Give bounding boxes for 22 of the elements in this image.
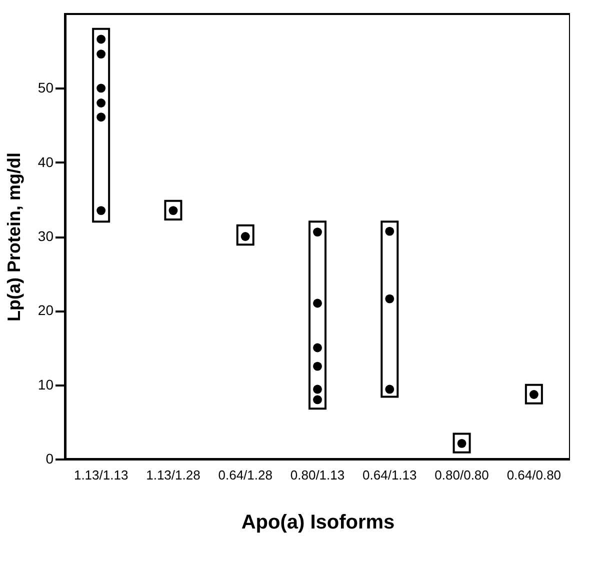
bar xyxy=(380,220,399,398)
bar xyxy=(524,384,543,404)
x-tick-label: 0.80/1.13 xyxy=(290,468,345,482)
y-tick-label: 40 xyxy=(38,154,54,170)
bar xyxy=(236,224,254,246)
bar xyxy=(308,220,326,410)
x-tick-label: 1.13/1.13 xyxy=(74,468,128,482)
bar xyxy=(164,200,182,220)
y-tick-label: 50 xyxy=(38,80,54,96)
x-tick-label: 0.80/0.80 xyxy=(434,468,489,482)
x-tick-label: 0.64/1.13 xyxy=(362,468,417,482)
bar xyxy=(92,28,110,223)
bar xyxy=(452,432,471,454)
y-axis-title: Lp(a) Protein, mg/dl xyxy=(4,152,24,322)
y-tick-label: 30 xyxy=(38,228,54,244)
x-tick-label: 0.64/1.28 xyxy=(218,468,272,482)
y-tick-label: 0 xyxy=(46,450,54,466)
x-tick-label: 0.64/0.80 xyxy=(506,468,562,482)
x-tick-label: 1.13/1.28 xyxy=(146,468,200,482)
y-tick-label: 10 xyxy=(38,376,54,392)
y-tick-label: 20 xyxy=(38,302,54,318)
x-axis-title: Apo(a) Isoforms xyxy=(241,512,395,534)
